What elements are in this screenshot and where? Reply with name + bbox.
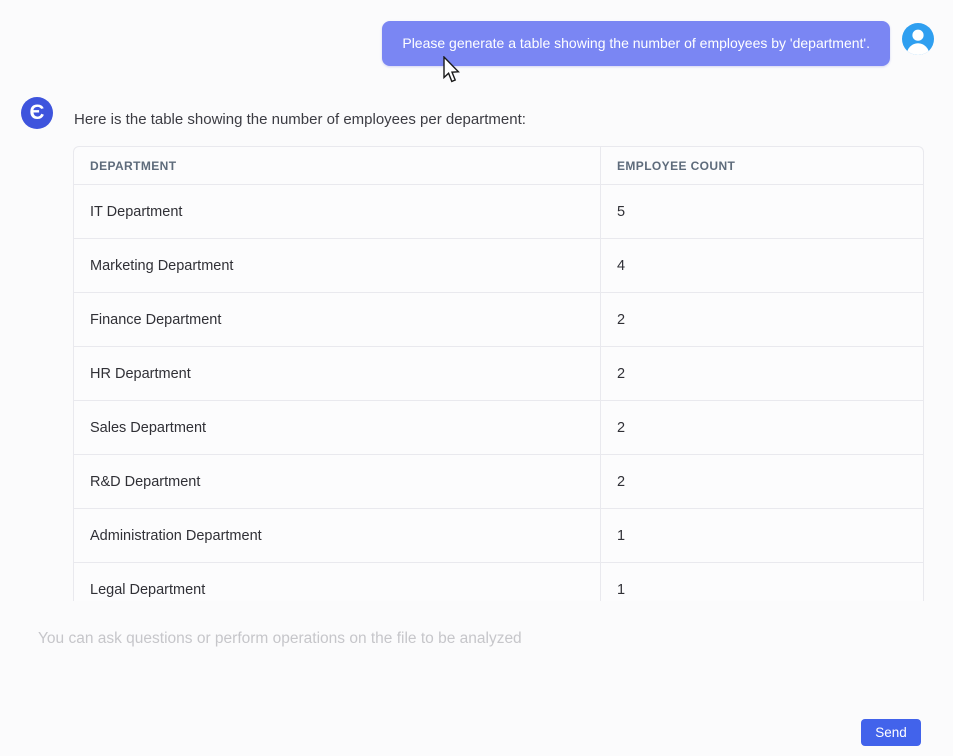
department-cell: Marketing Department (74, 239, 601, 292)
department-cell: Sales Department (74, 401, 601, 454)
count-cell: 5 (617, 203, 626, 220)
user-message-row: Please generate a table showing the numb… (382, 21, 934, 66)
assistant-intro-text: Here is the table showing the number of … (74, 111, 526, 128)
user-message-bubble: Please generate a table showing the numb… (382, 21, 890, 66)
table-row: Marketing Department 4 (74, 238, 923, 292)
table-header: DEPARTMENT EMPLOYEE COUNT (74, 147, 923, 184)
department-cell: Finance Department (74, 293, 601, 346)
chat-input[interactable] (30, 622, 810, 702)
department-cell: Administration Department (74, 509, 601, 562)
count-cell: 2 (617, 311, 626, 328)
user-avatar-icon (902, 23, 934, 55)
assistant-logo-icon: Є (21, 97, 53, 129)
count-cell: 2 (617, 365, 626, 382)
department-cell: HR Department (74, 347, 601, 400)
employee-count-table: DEPARTMENT EMPLOYEE COUNT IT Department … (73, 146, 924, 601)
count-cell: 1 (617, 581, 626, 598)
send-button[interactable]: Send (861, 719, 921, 746)
count-cell: 4 (617, 257, 626, 274)
table-row: R&D Department 2 (74, 454, 923, 508)
count-cell: 1 (617, 527, 626, 544)
table-row: IT Department 5 (74, 184, 923, 238)
column-header-employee-count: EMPLOYEE COUNT (617, 158, 736, 173)
table-row: Administration Department 1 (74, 508, 923, 562)
department-cell: Legal Department (74, 563, 601, 601)
table-row: Finance Department 2 (74, 292, 923, 346)
department-cell: R&D Department (74, 455, 601, 508)
table-row: HR Department 2 (74, 346, 923, 400)
table-row: Legal Department 1 (74, 562, 923, 601)
count-cell: 2 (617, 473, 626, 490)
column-header-department: DEPARTMENT (74, 147, 601, 184)
department-cell: IT Department (74, 185, 601, 238)
assistant-message: Here is the table showing the number of … (73, 111, 924, 601)
table-body: IT Department 5 Marketing Department 4 F… (74, 184, 923, 601)
count-cell: 2 (617, 419, 626, 436)
table-row: Sales Department 2 (74, 400, 923, 454)
